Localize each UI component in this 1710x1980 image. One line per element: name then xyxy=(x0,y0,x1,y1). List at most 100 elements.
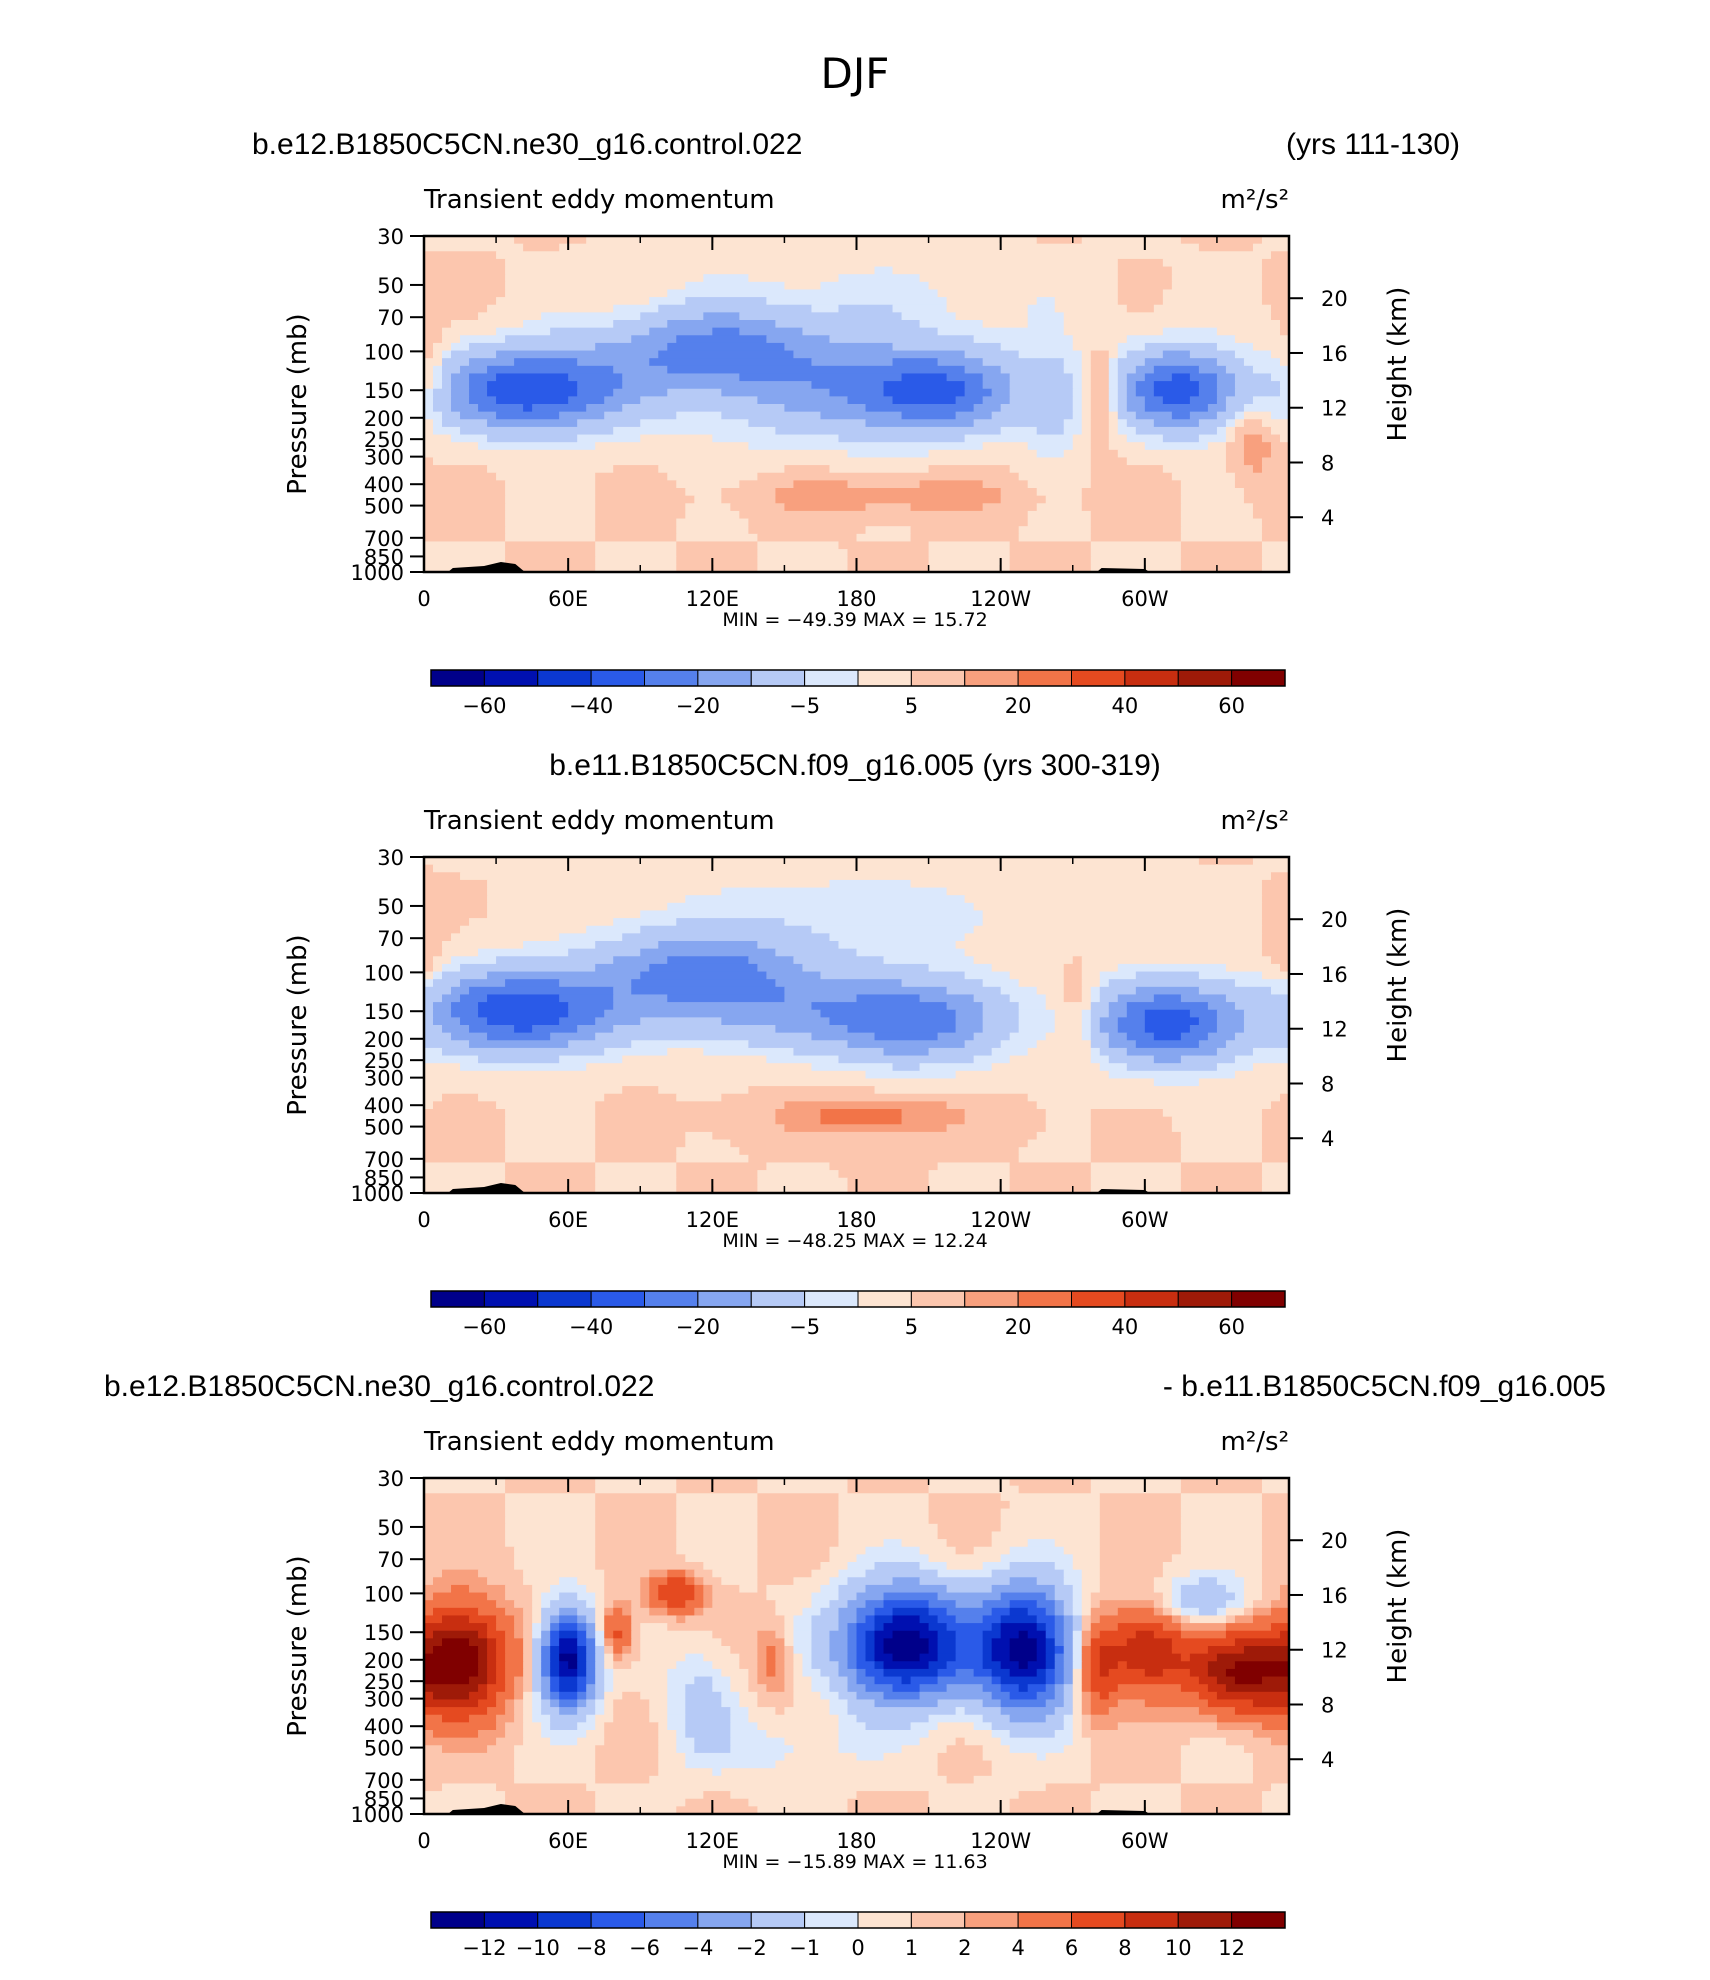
contour-cell xyxy=(775,426,1002,436)
contour-cell xyxy=(1099,1653,1182,1662)
contour-cell xyxy=(811,1638,831,1647)
contour-cell xyxy=(1225,419,1236,428)
contour-cell xyxy=(1081,495,1182,504)
contour-cell xyxy=(730,1684,749,1693)
contour-cell xyxy=(595,533,677,543)
contour-cell xyxy=(1045,1676,1056,1685)
contour-cell xyxy=(919,1562,948,1571)
contour-cell xyxy=(559,979,632,988)
contour-cell xyxy=(1153,419,1200,428)
contour-cell xyxy=(541,1600,551,1609)
contour-cell xyxy=(1189,1737,1227,1746)
contour-cell xyxy=(991,1653,1011,1662)
contour-cell xyxy=(1009,1745,1065,1754)
contour-cell xyxy=(685,297,767,306)
contour-cell xyxy=(820,1116,903,1125)
contour-cell xyxy=(892,1577,921,1586)
contour-cell xyxy=(532,1623,542,1632)
contour-cell xyxy=(838,1661,849,1670)
contour-cell xyxy=(1036,1668,1047,1678)
contour-cell xyxy=(1180,1170,1263,1179)
contour-cell xyxy=(1144,1699,1209,1708)
contour-cell xyxy=(1081,979,1101,988)
contour-cell xyxy=(613,1661,632,1670)
contour-cell xyxy=(919,320,984,329)
contour-cell xyxy=(928,963,993,973)
contour-cell xyxy=(928,1047,993,1057)
contour-cell xyxy=(586,1684,596,1693)
contour-cell xyxy=(802,1668,822,1678)
contour-cell xyxy=(1009,541,1092,550)
contour-cell xyxy=(433,1002,452,1011)
contour-cell xyxy=(1171,472,1236,481)
contour-cell xyxy=(613,320,668,329)
contour-cell xyxy=(505,480,596,489)
contour-cell xyxy=(1234,335,1289,344)
contour-cell xyxy=(1072,1668,1083,1678)
contour-cell xyxy=(775,1653,786,1662)
contour-cell xyxy=(523,404,533,413)
contour-cell xyxy=(775,1109,822,1118)
colorbar-label: 6 xyxy=(1065,1936,1078,1960)
contour-cell xyxy=(1081,1707,1092,1716)
contour-cell xyxy=(1261,1584,1281,1594)
contour-cell xyxy=(1261,1806,1289,1814)
contour-cell xyxy=(1072,404,1083,413)
contour-cell xyxy=(883,1646,930,1655)
contour-cell xyxy=(901,1109,966,1118)
contour-cell xyxy=(820,1668,840,1678)
contour-cell xyxy=(685,1752,786,1762)
contour-cell xyxy=(1162,258,1263,268)
contour-cell xyxy=(1090,1116,1173,1125)
contour-cell xyxy=(1090,1668,1101,1678)
contour-cell xyxy=(676,526,749,535)
contour-cell xyxy=(424,864,434,873)
contour-cell xyxy=(442,1569,479,1578)
contour-cell xyxy=(577,1025,614,1034)
contour-cell xyxy=(1090,457,1128,466)
contour-cell xyxy=(496,1646,506,1655)
contour-cell xyxy=(1090,1124,1173,1133)
contour-cell xyxy=(1153,1607,1164,1617)
contour-cell xyxy=(721,1699,740,1708)
contour-cell xyxy=(1225,365,1254,375)
contour-cell xyxy=(1099,1017,1119,1026)
contour-cell xyxy=(469,918,614,927)
contour-cell xyxy=(577,1691,587,1701)
contour-cell xyxy=(793,1047,885,1057)
contour-cell xyxy=(1072,1653,1083,1662)
contour-cell xyxy=(712,1676,731,1685)
contour-cell xyxy=(667,1722,686,1731)
contour-cell xyxy=(1126,1063,1218,1072)
contour-cell xyxy=(784,1101,948,1110)
y-tick-label: 250 xyxy=(364,428,404,452)
contour-cell xyxy=(1135,411,1173,420)
contour-cell xyxy=(1117,365,1137,375)
contour-cell xyxy=(892,1615,921,1624)
contour-cell xyxy=(487,895,686,904)
contour-cell xyxy=(829,933,966,942)
contour-cell xyxy=(739,312,903,321)
contour-cell xyxy=(424,297,497,306)
contour-cell xyxy=(946,1623,993,1632)
contour-cell xyxy=(1189,1569,1236,1578)
contour-cell xyxy=(874,1646,885,1655)
contour-cell xyxy=(478,404,524,413)
contour-cell xyxy=(748,442,984,451)
contour-cell xyxy=(937,1676,993,1685)
contour-cell xyxy=(1252,1607,1272,1617)
contour-cell xyxy=(811,1032,876,1041)
contour-cell xyxy=(631,1600,641,1609)
contour-cell xyxy=(838,541,930,550)
contour-cell xyxy=(1072,1562,1101,1571)
contour-cell xyxy=(595,1806,677,1814)
contour-cell xyxy=(676,1177,758,1186)
chart-panel-2: b.e11.B1850C5CN.f09_g16.005 (yrs 300-319… xyxy=(283,749,1413,1339)
contour-cell xyxy=(982,1017,1020,1026)
contour-cell xyxy=(1072,1684,1083,1693)
contour-cell xyxy=(964,434,1074,443)
contour-cell xyxy=(1072,373,1083,382)
contour-cell xyxy=(1108,1691,1200,1701)
contour-cell xyxy=(1090,411,1110,420)
contour-cell xyxy=(1252,1760,1289,1769)
